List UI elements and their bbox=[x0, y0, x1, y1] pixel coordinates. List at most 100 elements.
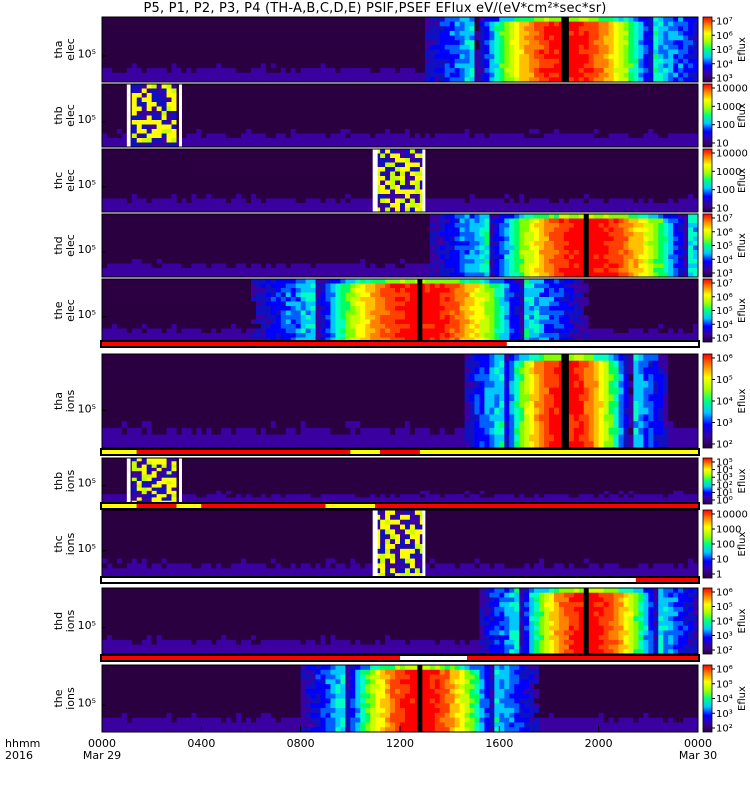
spectrogram-cells bbox=[102, 510, 698, 578]
colorbar-tick-label: 10⁴ bbox=[716, 255, 733, 266]
colorbar-tick-label: 10⁶ bbox=[716, 31, 733, 42]
mode-bar bbox=[100, 576, 700, 584]
colorbar bbox=[703, 279, 712, 342]
colorbar-tick-label: 10⁴ bbox=[716, 694, 733, 705]
panel-species-label: ions bbox=[64, 389, 77, 412]
data-gap bbox=[373, 510, 378, 578]
mode-bar bbox=[100, 654, 700, 662]
data-gap-end bbox=[179, 458, 182, 504]
colorbar bbox=[703, 665, 712, 732]
colorbar-tick-label: 100 bbox=[716, 120, 735, 131]
colorbar-tick-label: 10⁵ bbox=[716, 679, 733, 690]
mode-bar-segment bbox=[507, 342, 698, 346]
data-gap bbox=[417, 665, 422, 732]
colorbar-label: Eflux bbox=[737, 468, 748, 493]
colorbar-tick-label: 10³ bbox=[716, 631, 733, 642]
colorbar bbox=[703, 458, 712, 504]
colorbar bbox=[703, 149, 712, 212]
spectrogram-cells bbox=[102, 665, 698, 732]
colorbar-tick-label: 10² bbox=[716, 440, 733, 451]
spectrogram-cells bbox=[102, 214, 698, 277]
mode-bar-segment bbox=[177, 504, 202, 508]
spectrogram-cells bbox=[102, 149, 698, 212]
mode-bar-segment bbox=[137, 450, 351, 454]
mode-bar-segment bbox=[102, 504, 137, 508]
mode-bar-segment bbox=[102, 342, 507, 346]
mode-bar bbox=[100, 340, 700, 348]
colorbar-tick-label: 10⁶ bbox=[716, 292, 733, 303]
colorbar-tick-label: 10⁴ bbox=[716, 617, 733, 628]
panel-y-tick: 10⁵ bbox=[78, 477, 96, 490]
panel-y-tick: 10⁵ bbox=[78, 619, 96, 632]
colorbar-tick-label: 10³ bbox=[716, 418, 733, 429]
spectrogram-cells bbox=[102, 588, 698, 654]
mode-bar-segment bbox=[636, 578, 698, 582]
colorbar bbox=[703, 214, 712, 277]
mode-bar-segment bbox=[102, 450, 137, 454]
mode-bar-segment bbox=[400, 656, 467, 660]
mode-bar-segment bbox=[102, 578, 636, 582]
colorbar-label: Eflux bbox=[737, 233, 748, 258]
colorbar-tick-label: 10 bbox=[716, 555, 729, 566]
panel-y-tick: 10⁵ bbox=[78, 308, 96, 321]
colorbar-label: Eflux bbox=[737, 608, 748, 633]
colorbar-tick-label: 10000 bbox=[716, 510, 748, 521]
colorbar-tick-label: 100 bbox=[716, 540, 735, 551]
colorbar-label: Eflux bbox=[737, 168, 748, 193]
colorbar-label: Eflux bbox=[737, 686, 748, 711]
panel-species-label: ions bbox=[64, 469, 77, 492]
panel-species-label: ions bbox=[64, 687, 77, 710]
colorbar-tick-label: 10⁷ bbox=[716, 17, 733, 28]
data-gap-end bbox=[422, 510, 425, 578]
mode-bar-segment bbox=[467, 656, 698, 660]
x-tick-date: Mar 29 bbox=[83, 749, 121, 762]
colorbar-tick-label: 10² bbox=[716, 646, 733, 657]
mode-bar-segment bbox=[102, 656, 400, 660]
x-tick-date: Mar 30 bbox=[679, 749, 717, 762]
data-gap bbox=[561, 17, 568, 82]
colorbar-tick-label: 10⁶ bbox=[716, 588, 733, 599]
panel-species-label: ions bbox=[64, 609, 77, 632]
panel-y-tick: 10⁵ bbox=[78, 113, 96, 126]
spectrogram-cells bbox=[102, 84, 698, 147]
colorbar-tick-label: 10⁵ bbox=[716, 241, 733, 252]
colorbar-label: Eflux bbox=[737, 298, 748, 323]
data-gap bbox=[584, 214, 589, 277]
x-tick-label: 1600 bbox=[485, 737, 513, 750]
colorbar-tick-label: 10⁵ bbox=[716, 306, 733, 317]
colorbar-tick-label: 10³ bbox=[716, 709, 733, 720]
colorbar-label: Eflux bbox=[737, 388, 748, 413]
data-gap bbox=[127, 458, 131, 504]
panel-y-tick: 10⁵ bbox=[78, 178, 96, 191]
colorbar-label: Eflux bbox=[737, 103, 748, 128]
colorbar-tick-label: 10⁷ bbox=[716, 214, 733, 225]
colorbar-tick-label: 10⁵ bbox=[716, 45, 733, 56]
data-gap-end bbox=[179, 84, 182, 147]
colorbar bbox=[703, 510, 712, 578]
colorbar-tick-label: 10⁵ bbox=[716, 602, 733, 613]
spectrogram-cells bbox=[102, 279, 698, 342]
x-tick-label: 1200 bbox=[386, 737, 414, 750]
colorbar-tick-label: 10³ bbox=[716, 334, 733, 345]
colorbar bbox=[703, 588, 712, 654]
colorbar-tick-label: 10000 bbox=[716, 149, 748, 160]
colorbar-tick-label: 1 bbox=[716, 570, 722, 581]
colorbar-tick-label: 10⁴ bbox=[716, 320, 733, 331]
data-gap bbox=[561, 354, 568, 448]
colorbar-tick-label: 10000 bbox=[716, 84, 748, 95]
x-tick-label: 2000 bbox=[585, 737, 613, 750]
colorbar bbox=[703, 84, 712, 147]
panel-species-label: elec bbox=[64, 104, 77, 127]
panel-y-tick: 10⁵ bbox=[78, 402, 96, 415]
panel-y-tick: 10⁵ bbox=[78, 47, 96, 60]
